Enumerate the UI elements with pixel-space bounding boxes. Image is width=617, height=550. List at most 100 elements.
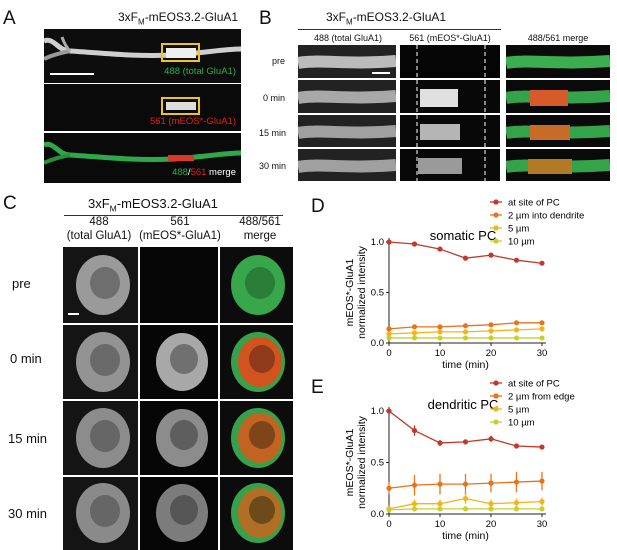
- chart-e-data-point: [462, 495, 469, 502]
- chart-d-data-point: [513, 257, 520, 263]
- chart-d-data-point: [386, 335, 392, 341]
- c-488-0min: [63, 325, 138, 399]
- chart-e-data-point: [437, 501, 443, 507]
- chart-e-data-point: [462, 439, 469, 445]
- chart-e-data-point: [513, 506, 520, 512]
- chart-e-ylabel: normalized intensity: [356, 415, 368, 509]
- chart-e-data-point: [488, 436, 494, 442]
- chart-d-data-point: [462, 255, 469, 261]
- chart-d-data-point: [437, 329, 443, 335]
- chart-d-data-point: [462, 323, 469, 329]
- chart-e-data-point: [539, 499, 545, 505]
- chart-e-data-point: [437, 440, 443, 446]
- chart-d-legend-label: 10 µm: [508, 237, 535, 248]
- panel-a-title: 3xFM-mEOS3.2-GluA1: [118, 10, 239, 27]
- chart-e-data-point: [539, 478, 545, 484]
- b-dashed-guides: [416, 45, 486, 182]
- chart-d-xtick-label: 20: [486, 348, 497, 359]
- chart-d-data-point: [513, 320, 520, 326]
- chart-d-legend-marker: [493, 199, 499, 205]
- c-488-pre: [63, 247, 138, 323]
- b-merge-0min: [506, 80, 610, 113]
- chart-d-data-point: [437, 246, 443, 252]
- chart-e-data-point: [488, 506, 494, 512]
- chart-d-ylabel: mEOS*-GluA1: [344, 258, 356, 326]
- col-561-header: 561 (mEOS*-GluA1): [409, 33, 491, 43]
- panel-b-header-rule: [298, 29, 501, 30]
- chart-d-legend-marker: [493, 212, 499, 218]
- chart-e-legend-marker: [493, 406, 499, 412]
- chart-e-legend-label: at site of PC: [508, 379, 560, 390]
- chart-d-data-point: [386, 326, 392, 332]
- panel-a-image-561: 561 (mEOS*-GluA1): [44, 84, 241, 131]
- chart-d-data-point: [539, 320, 545, 326]
- dendrite-561-image: [161, 97, 200, 115]
- chart-d-data-point: [411, 324, 418, 330]
- b-488-15min: [298, 115, 396, 147]
- chart-e-legend-label: 5 µm: [508, 405, 529, 416]
- chart-e-data-point: [386, 507, 392, 513]
- row-30min: 30 min: [259, 161, 287, 171]
- c-561-0min: [140, 325, 218, 399]
- chart-e-data-point: [386, 408, 392, 414]
- c-merge-15min: [220, 401, 293, 475]
- col-488-header: 488 (total GluA1): [313, 33, 383, 43]
- chart-e-ytick-label: 0.0: [371, 509, 384, 520]
- chart-e-legend-marker: [493, 393, 499, 399]
- c-col-488-header: 488 (total GluA1): [66, 216, 132, 242]
- chart-d-data-point: [488, 322, 494, 328]
- label-488-total: 488 (total GluA1): [164, 66, 236, 77]
- chart-d-legend-label: at site of PC: [508, 198, 560, 209]
- chart-e-data-point: [513, 443, 520, 449]
- chart-d-ytick-label: 1.0: [371, 237, 384, 248]
- chart-d-data-point: [488, 328, 494, 334]
- chart-d-data-point: [513, 327, 520, 333]
- c-row-0min: 0 min: [10, 351, 42, 366]
- panel-label-e: E: [311, 377, 324, 398]
- chart-d-data-point: [462, 329, 469, 335]
- chart-e-data-point: [539, 444, 545, 450]
- chart-d-data-point: [411, 335, 418, 341]
- b-488-pre: [298, 45, 396, 78]
- panel-c-title: 3xFM-mEOS3.2-GluA1: [88, 196, 218, 214]
- chart-d-ytick-label: 0.0: [371, 338, 384, 349]
- row-15min: 15 min: [259, 128, 287, 138]
- panel-label-a: A: [3, 8, 16, 29]
- c-row-15min: 15 min: [8, 431, 48, 446]
- chart-e-ytick-label: 1.0: [371, 406, 384, 417]
- chart-d-data-point: [386, 239, 392, 245]
- row-0min: 0 min: [263, 93, 286, 103]
- c-488-15min: [63, 401, 138, 475]
- chart-d-xtick-label: 0: [386, 348, 391, 359]
- chart-somatic-pc: somatic PC 0 10 20 30 0.0 0.5 1.0 time (min) mEOS…: [344, 198, 584, 372]
- c-col-561-header: 561 (mEOS*-GluA1): [139, 216, 221, 242]
- panel-label-b: B: [259, 8, 272, 29]
- chart-e-data-point: [513, 479, 520, 485]
- chart-d-title: somatic PC: [430, 228, 496, 243]
- chart-e-data-point: [462, 481, 469, 487]
- chart-d-data-point: [386, 331, 392, 337]
- chart-d-ytick-label: 0.5: [371, 288, 384, 299]
- c-row-pre: pre: [12, 276, 31, 291]
- chart-d-legend-marker: [493, 225, 499, 231]
- chart-e-legend-label: 10 µm: [508, 418, 535, 429]
- chart-e-data-point: [488, 501, 494, 507]
- chart-d-legend-label: 5 µm: [508, 224, 529, 235]
- chart-d-data-point: [488, 335, 494, 341]
- chart-e-xtick-label: 10: [435, 519, 446, 530]
- chart-e-data-point: [411, 427, 418, 434]
- b-488-30min: [298, 149, 396, 181]
- c-merge-0min: [220, 325, 293, 399]
- chart-dendritic-pc: dendritic PC 0 10 20 30 0.0 0.5 1.0 time (min) mE…: [344, 379, 575, 543]
- panel-c-header-rule: [64, 215, 283, 216]
- b-merge-pre: [506, 45, 610, 78]
- panel-a-image-merge: 488/561 merge: [44, 133, 241, 183]
- chart-e-title: dendritic PC: [428, 397, 499, 412]
- chart-e-data-point: [488, 480, 494, 486]
- chart-e-xlabel: time (min): [442, 530, 489, 542]
- chart-d-legend-marker: [493, 238, 499, 244]
- chart-d-data-point: [539, 260, 545, 266]
- chart-d-data-point: [437, 324, 443, 330]
- panel-a-image-488: 488 (total GluA1): [44, 29, 241, 83]
- b-488-0min: [298, 80, 396, 113]
